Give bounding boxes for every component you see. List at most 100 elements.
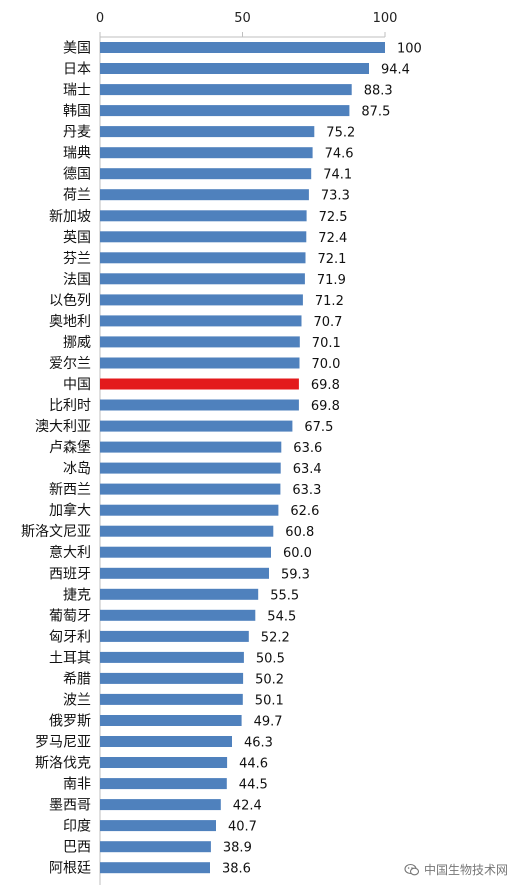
value-label: 100 <box>397 42 422 57</box>
value-label: 94.4 <box>381 63 410 78</box>
value-label: 54.5 <box>267 609 296 624</box>
category-label: 斯洛伐克 <box>35 756 91 772</box>
bar <box>100 672 244 684</box>
value-label: 55.5 <box>270 588 299 603</box>
value-label: 50.1 <box>255 693 284 708</box>
category-label: 波兰 <box>63 692 91 708</box>
category-label: 比利时 <box>49 398 91 414</box>
bar <box>100 147 313 159</box>
bar <box>100 462 281 474</box>
value-label: 87.5 <box>361 105 390 120</box>
bar <box>100 315 302 327</box>
bar <box>100 84 352 96</box>
watermark-text: 中国生物技术网 <box>423 863 508 877</box>
value-label: 71.9 <box>317 273 346 288</box>
value-label: 69.8 <box>311 378 340 393</box>
bar <box>100 231 307 243</box>
x-tick-label: 100 <box>373 11 398 26</box>
value-label: 50.5 <box>256 651 285 666</box>
category-label: 卢森堡 <box>49 440 91 456</box>
bar <box>100 841 211 853</box>
value-label: 74.6 <box>325 147 354 162</box>
category-label: 俄罗斯 <box>49 714 91 730</box>
category-label: 以色列 <box>49 292 91 309</box>
bar <box>100 715 242 726</box>
bar <box>100 105 350 117</box>
category-label: 英国 <box>63 229 91 246</box>
category-label: 德国 <box>63 167 91 183</box>
bar <box>100 504 279 516</box>
x-tick-label: 0 <box>96 11 104 26</box>
bar <box>100 525 274 537</box>
category-label: 中国 <box>63 377 91 393</box>
bar <box>100 588 259 600</box>
category-label: 冰岛 <box>63 461 91 477</box>
bar <box>100 693 243 705</box>
category-label: 新加坡 <box>49 209 91 225</box>
category-label: 斯洛文尼亚 <box>21 524 91 540</box>
bar <box>100 757 228 768</box>
value-label: 52.2 <box>261 630 290 645</box>
bar <box>100 378 299 390</box>
value-label: 62.6 <box>290 504 319 519</box>
category-label: 葡萄牙 <box>49 608 91 624</box>
category-label: 瑞士 <box>63 83 91 99</box>
bar <box>100 168 312 180</box>
category-label: 韩国 <box>63 104 91 120</box>
category-label: 西班牙 <box>49 566 91 582</box>
bar <box>100 651 244 663</box>
value-label: 50.2 <box>255 672 284 687</box>
category-label: 巴西 <box>63 840 91 856</box>
bar <box>100 609 256 621</box>
value-label: 42.4 <box>233 799 262 814</box>
value-label: 46.3 <box>244 736 273 751</box>
category-label: 匈牙利 <box>49 629 91 645</box>
bar <box>100 336 300 348</box>
category-label: 美国 <box>63 41 91 57</box>
category-label: 挪威 <box>63 335 91 351</box>
bar <box>100 820 216 832</box>
bar <box>100 483 281 495</box>
bar <box>100 189 309 201</box>
bar <box>100 294 303 306</box>
value-label: 40.7 <box>228 820 257 835</box>
value-label: 38.6 <box>222 862 251 877</box>
bar <box>100 778 227 790</box>
category-label: 捷克 <box>63 587 91 603</box>
category-label: 罗马尼亚 <box>35 735 91 751</box>
x-tick-label: 50 <box>234 11 251 26</box>
watermark: 中国生物技术网 <box>404 861 508 878</box>
category-label: 澳大利亚 <box>35 419 91 435</box>
bars: 美国 100 日本 94.4 瑞士 88.3 韩国 87.5 丹麦 75.2 瑞典 74.6 德国 74.… <box>21 41 422 877</box>
value-label: 60.0 <box>283 546 312 561</box>
value-label: 63.4 <box>293 462 322 477</box>
category-label: 爱尔兰 <box>49 356 91 372</box>
bar <box>100 357 300 369</box>
category-label: 阿根廷 <box>49 861 91 877</box>
value-label: 59.3 <box>281 567 310 582</box>
category-label: 新西兰 <box>49 482 91 498</box>
bar <box>100 273 305 285</box>
bar <box>100 736 232 747</box>
bar <box>100 210 307 222</box>
category-label: 南非 <box>63 777 91 793</box>
category-label: 奥地利 <box>49 313 91 330</box>
value-label: 70.7 <box>314 315 343 330</box>
category-label: 加拿大 <box>49 502 91 519</box>
category-label: 希腊 <box>63 671 91 687</box>
value-label: 69.8 <box>311 399 340 414</box>
bar <box>100 441 282 453</box>
x-axis: 0 50 100 <box>96 11 398 38</box>
value-label: 60.8 <box>285 525 314 540</box>
bar <box>100 126 315 138</box>
value-label: 67.5 <box>304 420 333 435</box>
value-label: 49.7 <box>254 715 283 730</box>
category-label: 日本 <box>63 62 91 78</box>
value-label: 38.9 <box>223 841 252 856</box>
value-label: 63.3 <box>292 483 321 498</box>
value-label: 88.3 <box>364 84 393 99</box>
bar <box>100 799 221 811</box>
value-label: 73.3 <box>321 189 350 204</box>
value-label: 44.5 <box>239 778 268 793</box>
